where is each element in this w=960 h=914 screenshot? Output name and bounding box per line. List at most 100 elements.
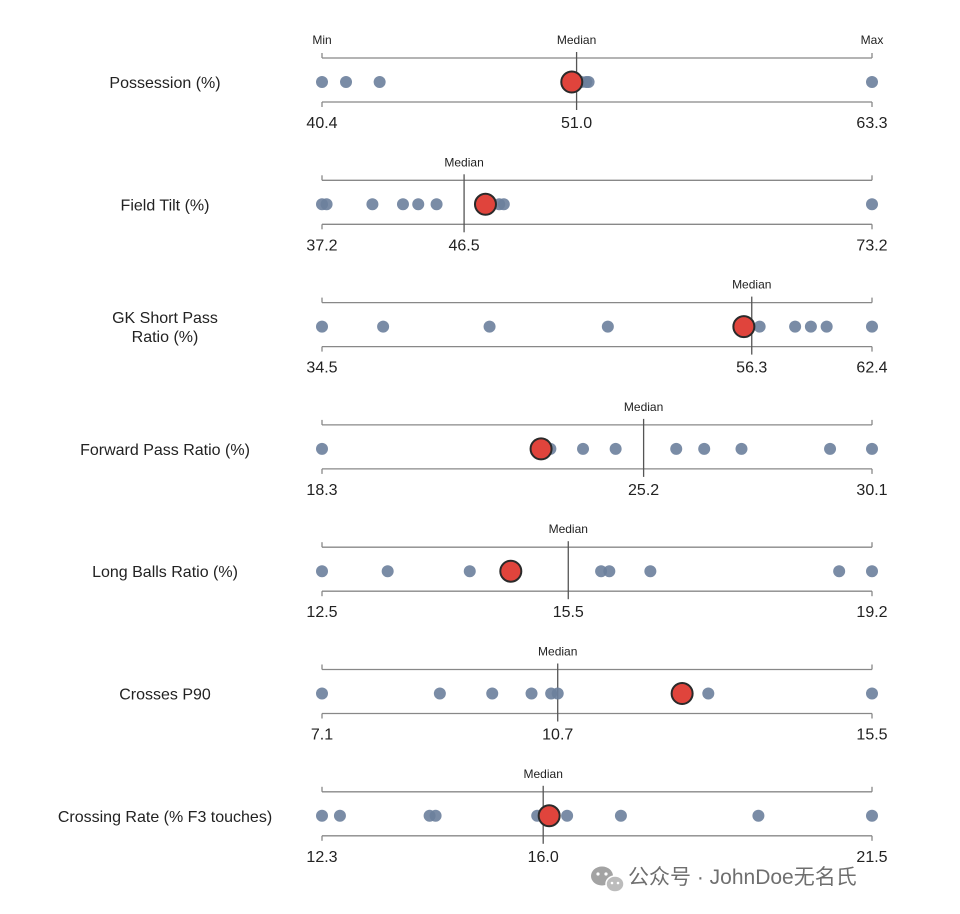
data-point	[525, 687, 538, 700]
data-point	[735, 442, 748, 455]
data-point	[866, 76, 878, 88]
tick-label: 62.4	[856, 360, 887, 377]
data-point	[804, 320, 817, 333]
tick-label: 16.0	[528, 849, 559, 866]
tick-label: 56.3	[736, 360, 767, 377]
watermark-text: 公众号 · JohnDoe无名氏	[628, 866, 857, 889]
median-label: Median	[557, 33, 596, 47]
tick-label: 18.3	[306, 482, 337, 499]
median-label: Median	[549, 522, 588, 536]
tick-label: 15.5	[553, 604, 584, 621]
data-point	[551, 687, 564, 700]
data-point	[316, 320, 328, 333]
data-point	[320, 198, 333, 211]
data-point	[412, 198, 425, 211]
data-point	[698, 442, 711, 455]
data-point	[396, 198, 409, 211]
data-point	[866, 320, 878, 333]
tick-label: 34.5	[306, 360, 337, 377]
tick-label: 40.4	[306, 115, 337, 132]
data-point	[614, 809, 627, 822]
tick-label: 30.1	[856, 482, 887, 499]
data-point	[582, 76, 595, 88]
data-point	[609, 442, 622, 455]
data-point	[373, 76, 386, 88]
tick-label: 37.2	[306, 237, 337, 254]
highlight-point	[537, 804, 561, 828]
metric-label: Crossing Rate (% F3 touches)	[58, 809, 272, 826]
metric-row: GK Short Pass Ratio (%) Median 34.5 56.3 62.4	[112, 278, 888, 377]
data-point	[333, 809, 346, 822]
data-point	[340, 76, 353, 88]
metric-row: Crosses P90 Median 7.1 10.7 15.5	[119, 645, 887, 744]
data-point	[486, 687, 499, 700]
tick-label: 19.2	[856, 604, 887, 621]
data-point	[430, 198, 443, 211]
tick-label: 73.2	[856, 237, 887, 254]
data-point	[866, 442, 878, 455]
data-point	[866, 809, 878, 822]
metric-label: Crosses P90	[119, 687, 211, 704]
metric-row: Crossing Rate (% F3 touches) Median 12.3 16…	[58, 767, 888, 866]
data-point	[702, 687, 715, 700]
median-label: Median	[538, 645, 577, 659]
tick-label: 21.5	[856, 849, 887, 866]
median-label: Median	[524, 767, 563, 781]
data-point	[497, 198, 510, 211]
data-point	[820, 320, 833, 333]
tick-label: 12.5	[306, 604, 337, 621]
data-point	[603, 565, 616, 578]
data-point	[577, 442, 590, 455]
highlight-point	[560, 70, 584, 94]
data-point	[316, 687, 328, 700]
data-point	[601, 320, 614, 333]
max-header-label: Max	[861, 33, 884, 47]
median-label: Median	[732, 278, 771, 292]
metric-label: Long Balls Ratio (%)	[92, 564, 238, 581]
highlight-point	[499, 559, 523, 583]
data-point	[433, 687, 446, 700]
data-point	[377, 320, 390, 333]
metric-row: Field Tilt (%) Median 37.2 46.5 73.2	[121, 155, 888, 254]
data-point	[316, 442, 328, 455]
tick-label: 25.2	[628, 482, 659, 499]
data-point	[644, 565, 657, 578]
data-point	[463, 565, 476, 578]
watermark: 公众号 · JohnDoe无名氏	[591, 866, 857, 893]
metric-row: Forward Pass Ratio (%) Median 18.3 25.2 30.1	[80, 400, 888, 499]
data-point	[595, 565, 608, 578]
wechat-icon	[591, 866, 625, 893]
tick-label: 51.0	[561, 115, 592, 132]
data-point	[789, 320, 802, 333]
data-point	[316, 76, 328, 88]
data-point	[833, 565, 846, 578]
highlight-point	[473, 192, 497, 216]
data-point	[483, 320, 496, 333]
tick-label: 7.1	[311, 727, 333, 744]
highlight-point	[670, 682, 694, 705]
min-header-label: Min	[312, 33, 331, 47]
data-point	[866, 687, 878, 700]
data-point	[670, 442, 683, 455]
data-point	[561, 809, 574, 822]
tick-label: 12.3	[306, 849, 337, 866]
data-point	[381, 565, 394, 578]
data-point	[316, 565, 328, 578]
data-point	[824, 442, 837, 455]
metric-label: Forward Pass Ratio (%)	[80, 442, 250, 459]
highlight-point	[732, 315, 756, 339]
metric-label: Ratio (%)	[132, 329, 199, 346]
metric-label: Possession (%)	[109, 75, 220, 92]
rows-layer: Possession (%) Median Min Max 40.4 51.0 63.3 Fi…	[58, 33, 888, 866]
data-point	[752, 809, 765, 822]
data-point	[316, 809, 328, 822]
tick-label: 46.5	[449, 237, 480, 254]
median-label: Median	[624, 400, 663, 414]
metric-label: GK Short Pass	[112, 310, 218, 327]
median-label: Median	[444, 155, 483, 169]
tick-label: 63.3	[856, 115, 887, 132]
data-point	[366, 198, 379, 211]
data-point	[866, 565, 878, 578]
metric-label: Field Tilt (%)	[121, 197, 210, 214]
